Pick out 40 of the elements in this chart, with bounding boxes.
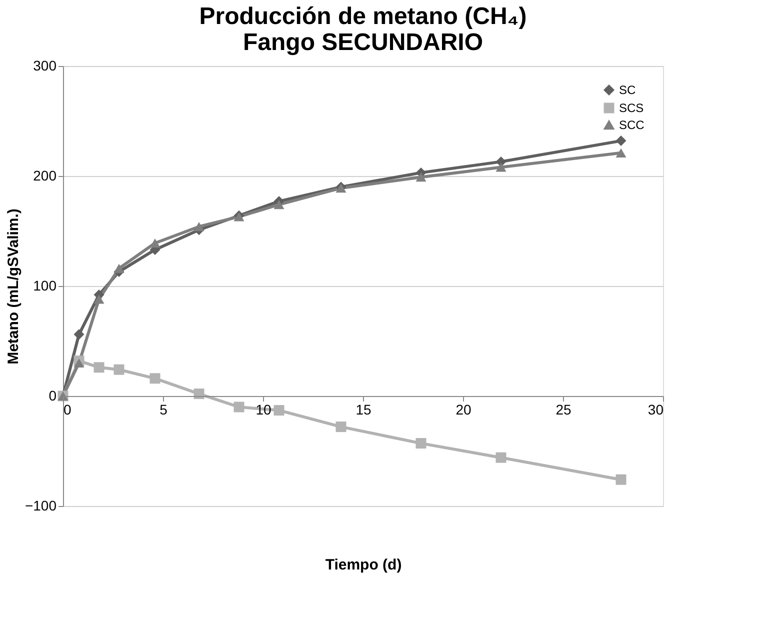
point [234,402,244,412]
y-tick-label: −100 [24,498,57,514]
point [94,294,104,304]
y-tick-label: 0 [48,388,57,404]
point [74,329,84,340]
x-tick-label: 10 [256,402,272,418]
point [616,474,626,485]
x-tick-label: 25 [556,402,572,418]
point [94,362,104,373]
y-axis-title: Metano (mL/gSValim.) [4,208,22,364]
y-tick-label: 100 [33,278,57,294]
y-tick-label: 200 [33,168,57,184]
x-tick-label: 5 [160,402,168,418]
x-axis-title: Tiempo (d) [325,556,402,574]
legend-label: SCS [619,101,644,115]
text: Producción de metano (CH₄) [199,3,527,30]
point [74,358,84,368]
point [616,148,626,158]
point [150,238,160,248]
point [496,452,506,463]
x-tick-label: 15 [356,402,372,418]
point [416,438,426,449]
point [336,422,346,432]
y-tick-label: 300 [33,58,57,74]
point [194,388,204,400]
point [274,405,284,416]
point [616,136,626,146]
point [114,264,124,273]
x-tick-label: 0 [64,402,72,418]
legend-label: SCC [619,118,645,132]
text: Fango SECUNDARIO [243,29,483,56]
point [150,373,160,384]
x-tick-label: 20 [456,402,472,418]
point [194,222,204,232]
point [496,162,506,172]
x-tick-label: 30 [648,402,664,418]
point [114,364,124,375]
point [274,200,284,210]
point [416,172,426,182]
legend-label: SC [619,83,636,97]
